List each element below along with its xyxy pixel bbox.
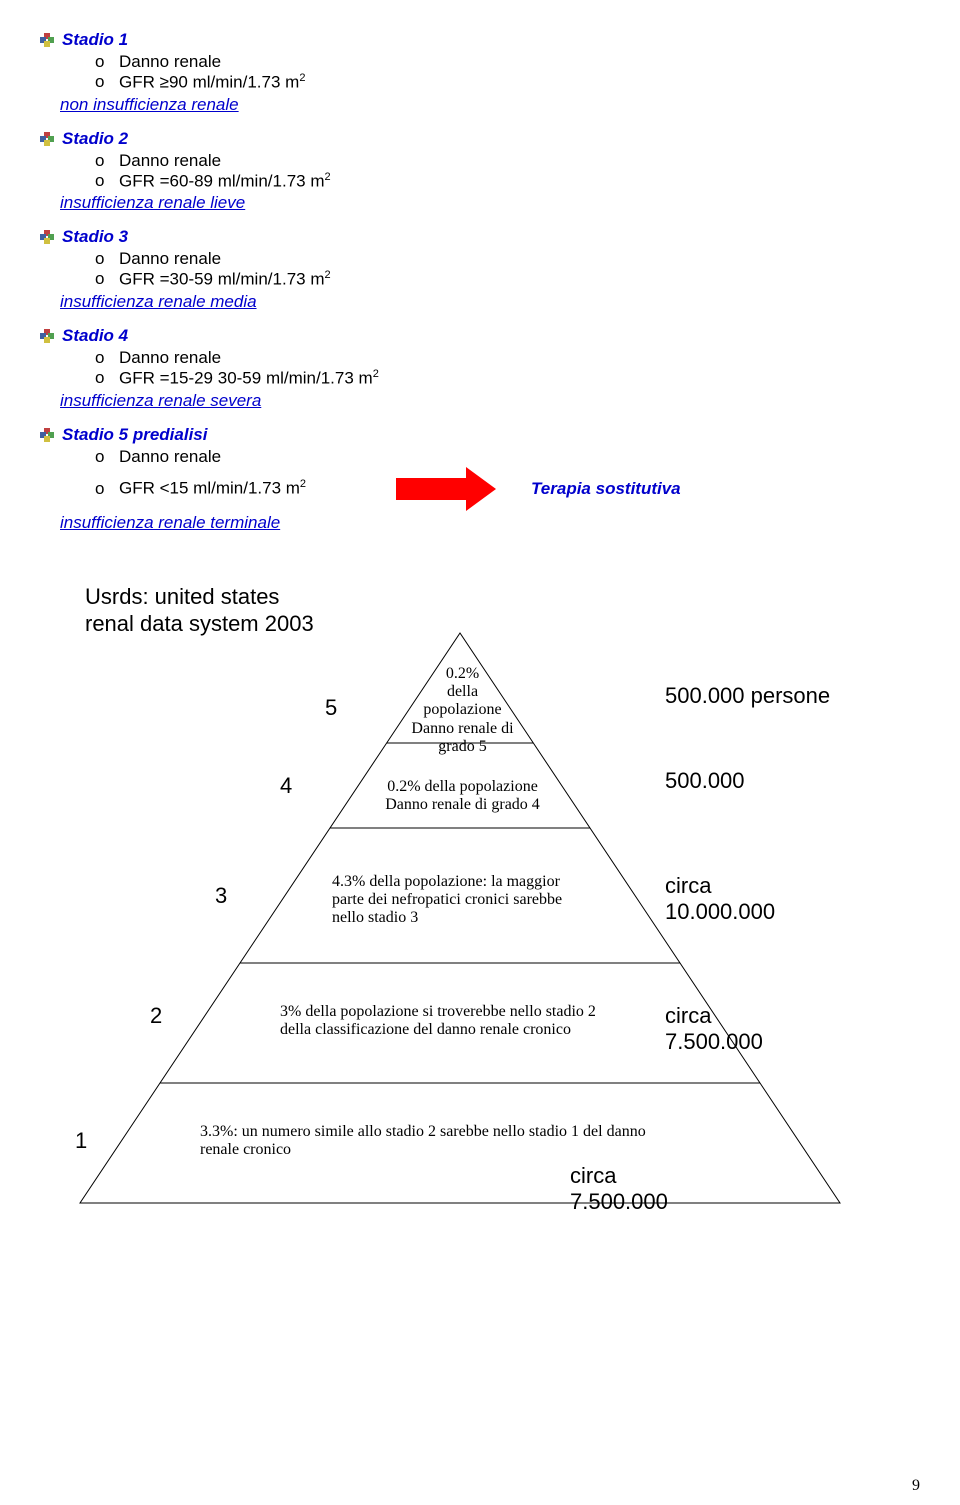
stadio-title-text: Stadio 3 bbox=[62, 227, 128, 247]
subitem-bullet: o bbox=[95, 447, 109, 467]
subitem-text: Danno renale bbox=[119, 151, 221, 171]
subitem-bullet: o bbox=[95, 171, 109, 192]
stadio-sublist: o Danno renale o GFR =15-29 30-59 ml/min/1.… bbox=[95, 348, 920, 389]
stadio-subitem: o Danno renale bbox=[95, 447, 920, 467]
subitem-text: Danno renale bbox=[119, 447, 221, 467]
stadios-list: Stadio 1oDanno renaleoGFR ≥90 ml/min/1.7… bbox=[40, 30, 920, 533]
bullet-icon bbox=[40, 230, 54, 244]
stadio-sublist: o Danno renale o GFR =30-59 ml/min/1.73 m2 bbox=[95, 249, 920, 290]
stadio-title-text: Stadio 5 predialisi bbox=[62, 425, 208, 445]
pyramid-level-text: 3.3%: un numero simile allo stadio 2 sar… bbox=[200, 1123, 690, 1160]
bullet-icon bbox=[40, 33, 54, 47]
subitem-bullet: o bbox=[95, 52, 109, 72]
stadio-subitem: o GFR =30-59 ml/min/1.73 m2 bbox=[95, 269, 920, 290]
stadio-block: Stadio 4oDanno renaleoGFR =15-29 30-59 m… bbox=[40, 326, 920, 411]
pyramid-right-label: circa 7.500.000 bbox=[665, 1003, 763, 1055]
pyramid-level-number: 4 bbox=[280, 773, 292, 799]
stadio-block: Stadio 5 predialisioDanno renaleoGFR <15… bbox=[40, 425, 920, 533]
page-number: 9 bbox=[912, 1477, 920, 1495]
stadio-subitem: o GFR =60-89 ml/min/1.73 m2 bbox=[95, 171, 920, 192]
subitem-text: GFR ≥90 ml/min/1.73 m2 bbox=[119, 72, 305, 93]
subitem-bullet: o bbox=[95, 72, 109, 93]
stadio-subitem: o GFR ≥90 ml/min/1.73 m2 bbox=[95, 72, 920, 93]
subitem-bullet: o bbox=[95, 269, 109, 290]
pyramid-level-number: 3 bbox=[215, 883, 227, 909]
stadio-subitem: o Danno renale bbox=[95, 348, 920, 368]
subitem-bullet: o bbox=[95, 151, 109, 171]
pyramid-right-label: 500.000 persone bbox=[665, 683, 830, 709]
pyramid-level-text: 4.3% della popolazione: la maggiorparte … bbox=[332, 873, 597, 928]
stadio-block: Stadio 3oDanno renaleoGFR =30-59 ml/min/… bbox=[40, 227, 920, 312]
pyramid-level-text: 0.2% della popolazioneDanno renale di gr… bbox=[370, 778, 555, 815]
stadio-block: Stadio 2oDanno renaleoGFR =60-89 ml/min/… bbox=[40, 129, 920, 214]
stadio-block: Stadio 1oDanno renaleoGFR ≥90 ml/min/1.7… bbox=[40, 30, 920, 115]
stadio-title-text: Stadio 2 bbox=[62, 129, 128, 149]
stadio-title-text: Stadio 1 bbox=[62, 30, 128, 50]
stadio-title: Stadio 4 bbox=[40, 326, 920, 346]
stadio-note: insufficienza renale lieve bbox=[60, 193, 920, 213]
pyramid-right-label: circa 10.000.000 bbox=[665, 873, 775, 925]
subitem-bullet: o bbox=[95, 479, 109, 499]
pyramid-level-number: 5 bbox=[325, 695, 337, 721]
stadio-note: non insufficienza renale bbox=[60, 95, 920, 115]
subitem-text: Danno renale bbox=[119, 52, 221, 72]
subitem-text: GFR =60-89 ml/min/1.73 m2 bbox=[119, 171, 331, 192]
stadio-subitem: o Danno renale bbox=[95, 52, 920, 72]
subitem-bullet: o bbox=[95, 348, 109, 368]
stadio-title: Stadio 5 predialisi bbox=[40, 425, 920, 445]
stadio-note: insufficienza renale media bbox=[60, 292, 920, 312]
pyramid-level-text: 3% della popolazione si troverebbe nello… bbox=[280, 1003, 640, 1040]
stadio-sublist: o Danno renale o GFR =60-89 ml/min/1.73 m2 bbox=[95, 151, 920, 192]
stadio-title: Stadio 3 bbox=[40, 227, 920, 247]
subitem-text: Danno renale bbox=[119, 249, 221, 269]
stadio-title-text: Stadio 4 bbox=[62, 326, 128, 346]
stadio-subitem: o Danno renale bbox=[95, 249, 920, 269]
subitem-bullet: o bbox=[95, 249, 109, 269]
subitem-text: GFR =30-59 ml/min/1.73 m2 bbox=[119, 269, 331, 290]
subitem-bullet: o bbox=[95, 368, 109, 389]
pyramid-right-label: 500.000 bbox=[665, 768, 745, 794]
stadio-note: insufficienza renale severa bbox=[60, 391, 920, 411]
pyramid-level-text: 0.2%dellapopolazioneDanno renale digrado… bbox=[400, 665, 525, 757]
stadio-subitem: o GFR =15-29 30-59 ml/min/1.73 m2 bbox=[95, 368, 920, 389]
bullet-icon bbox=[40, 132, 54, 146]
pyramid-level-number: 2 bbox=[150, 1003, 162, 1029]
terapia-label: Terapia sostitutiva bbox=[531, 479, 681, 499]
arrow-icon bbox=[396, 467, 496, 511]
bullet-icon bbox=[40, 329, 54, 343]
stadio-subitem: o Danno renale bbox=[95, 151, 920, 171]
pyramid-level-number: 1 bbox=[75, 1128, 87, 1154]
pyramid-right-label: circa 7.500.000 bbox=[570, 1163, 668, 1215]
subitem-text: GFR <15 ml/min/1.73 m2 bbox=[119, 478, 306, 499]
stadio-subitem: o GFR <15 ml/min/1.73 m2 Terapia sostituti… bbox=[95, 467, 920, 511]
stadio-note: insufficienza renale terminale bbox=[60, 513, 920, 533]
subitem-text: GFR =15-29 30-59 ml/min/1.73 m2 bbox=[119, 368, 379, 389]
pyramid-section: Usrds: united states renal data system 2… bbox=[40, 583, 920, 1253]
stadio-title: Stadio 2 bbox=[40, 129, 920, 149]
subitem-text: Danno renale bbox=[119, 348, 221, 368]
stadio-sublist: o Danno renale o GFR <15 ml/min/1.73 m2 Tera… bbox=[95, 447, 920, 511]
usrds-l1: Usrds: united states bbox=[85, 584, 279, 609]
bullet-icon bbox=[40, 428, 54, 442]
stadio-sublist: o Danno renale o GFR ≥90 ml/min/1.73 m2 bbox=[95, 52, 920, 93]
stadio-title: Stadio 1 bbox=[40, 30, 920, 50]
